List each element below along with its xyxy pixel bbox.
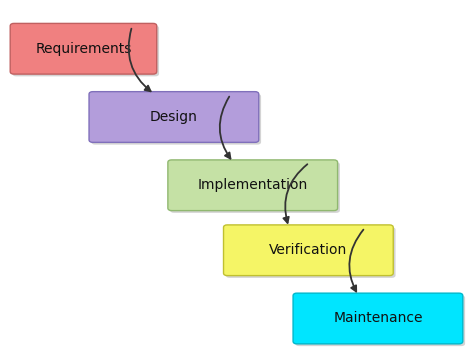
Text: Design: Design bbox=[150, 110, 198, 124]
FancyBboxPatch shape bbox=[170, 162, 340, 213]
FancyBboxPatch shape bbox=[168, 160, 338, 211]
FancyBboxPatch shape bbox=[89, 92, 259, 142]
FancyBboxPatch shape bbox=[12, 26, 159, 76]
FancyBboxPatch shape bbox=[10, 23, 157, 74]
FancyBboxPatch shape bbox=[224, 225, 393, 276]
FancyBboxPatch shape bbox=[293, 293, 463, 344]
FancyBboxPatch shape bbox=[226, 227, 395, 278]
Text: Implementation: Implementation bbox=[198, 178, 308, 192]
Text: Requirements: Requirements bbox=[35, 42, 131, 56]
Text: Verification: Verification bbox=[269, 243, 348, 257]
FancyBboxPatch shape bbox=[91, 94, 261, 145]
FancyBboxPatch shape bbox=[296, 296, 465, 346]
Text: Maintenance: Maintenance bbox=[333, 312, 423, 325]
